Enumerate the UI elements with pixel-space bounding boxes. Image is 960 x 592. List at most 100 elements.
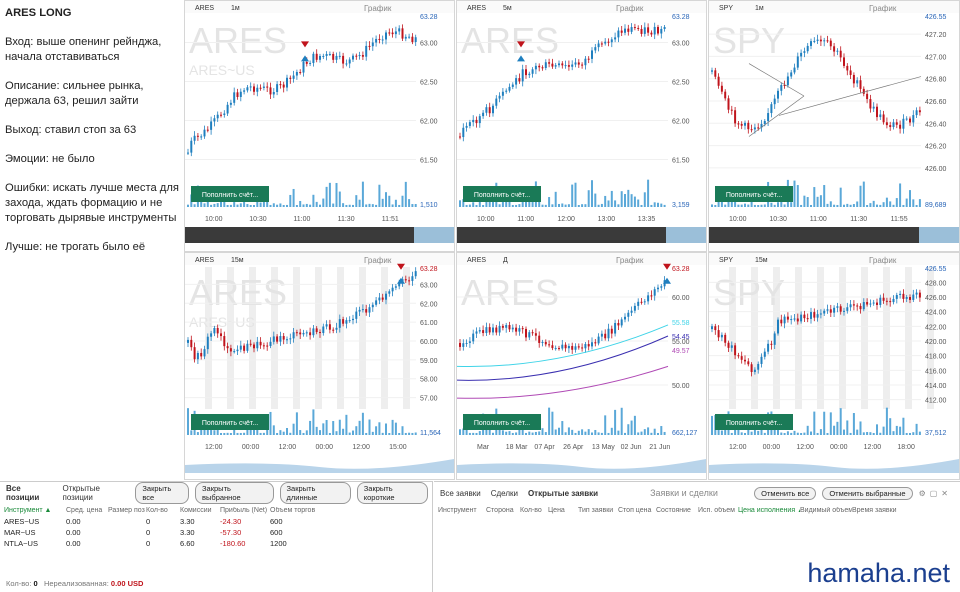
positions-column-header[interactable]: Размер поз bbox=[108, 506, 145, 514]
positions-column-header[interactable]: Сред. цена bbox=[66, 506, 103, 514]
chart-canvas[interactable]: SPY 15м График SPY 428.00 426.00 424.00 422.00 4… bbox=[709, 253, 959, 479]
candle-body bbox=[525, 328, 527, 338]
table-cell: 0 bbox=[146, 517, 151, 526]
positions-column-header[interactable]: Прибыль (Net) bbox=[220, 506, 268, 514]
candle-body bbox=[511, 327, 514, 330]
tab-all-positions[interactable]: Все позиции bbox=[6, 484, 40, 502]
volume-bar bbox=[753, 204, 756, 207]
chart-canvas[interactable]: ARES 15м ГрафикARESARES~US63.0062.0061.006… bbox=[185, 253, 454, 479]
volume-bar bbox=[352, 204, 354, 207]
deposit-button[interactable] bbox=[715, 186, 793, 202]
positions-column-header[interactable]: Объем торгов bbox=[270, 506, 316, 514]
candle-body bbox=[531, 332, 534, 334]
table-row[interactable]: NTLA~US 0.00 0 6.60 -180.60 1200 bbox=[0, 538, 432, 549]
close-short-button[interactable]: Закрыть короткие bbox=[356, 482, 428, 504]
volume-bar bbox=[819, 429, 822, 435]
orders-column-header[interactable]: Сторона bbox=[486, 506, 514, 514]
candle-body bbox=[711, 70, 713, 72]
close-all-button[interactable]: Закрыть все bbox=[135, 482, 190, 504]
candle-body bbox=[627, 28, 630, 32]
deposit-button[interactable] bbox=[463, 186, 541, 202]
candle-body bbox=[478, 116, 481, 124]
positions-column-header[interactable]: Инструмент ▲ bbox=[4, 506, 52, 514]
tab-open-positions[interactable]: Открытые позиции bbox=[62, 484, 100, 502]
navigator-window[interactable] bbox=[919, 227, 959, 243]
chart-ares-15m[interactable]: ARES 15м График ARES ARES~US 63.00 62.00 61.00 6… bbox=[184, 252, 455, 480]
cancel-all-button[interactable]: Отменить все bbox=[754, 486, 817, 500]
chart-ares-1m[interactable]: ARES 1м График ARES ARES~US 63.00 62.50 62.00 61… bbox=[184, 0, 455, 252]
volume-bar bbox=[213, 430, 216, 435]
chart-spy-1m[interactable]: SPY 1м График SPY 427.20 427.00 426.80 426.60 42… bbox=[708, 0, 960, 252]
chart-canvas[interactable]: ARES 1м ГрафикARESARES~US63.0062.5062.0061… bbox=[185, 1, 454, 251]
volume-bar bbox=[289, 194, 292, 207]
deposit-button[interactable] bbox=[715, 414, 793, 430]
volume-bar bbox=[501, 430, 504, 435]
candle-body bbox=[730, 345, 733, 348]
navigator-bar[interactable] bbox=[709, 227, 959, 243]
orders-column-header[interactable]: Время заявки bbox=[852, 506, 897, 514]
candle-body bbox=[843, 57, 845, 66]
candle-body bbox=[640, 301, 643, 303]
positions-column-header[interactable]: Кол-во bbox=[146, 506, 168, 514]
volume-value-label: 89,689 bbox=[925, 202, 947, 209]
candle-body bbox=[541, 341, 544, 343]
orders-column-header[interactable]: Инструмент bbox=[438, 506, 477, 514]
volume-bar bbox=[859, 421, 862, 435]
navigator-window[interactable] bbox=[414, 227, 454, 243]
candle-body bbox=[325, 324, 328, 327]
volume-bar bbox=[365, 432, 368, 435]
navigator-bar[interactable] bbox=[457, 227, 706, 243]
orders-column-header[interactable]: Кол-во bbox=[520, 506, 542, 514]
candle-body bbox=[485, 107, 488, 113]
close-long-button[interactable]: Закрыть длинные bbox=[279, 482, 351, 504]
chart-canvas[interactable]: SPY 1м График SPY 427.20 427.00 426.80 426.60 42… bbox=[709, 1, 959, 251]
panel-window-icons[interactable]: ⚙▢✕ bbox=[918, 488, 952, 498]
volume-bar bbox=[796, 185, 799, 207]
volume-bar bbox=[793, 430, 796, 435]
deposit-button[interactable] bbox=[191, 186, 269, 202]
table-row[interactable]: ARES~US 0.00 0 3.30 -24.30 600 bbox=[0, 516, 432, 527]
deposit-button[interactable] bbox=[191, 414, 269, 430]
candle-body bbox=[816, 314, 819, 318]
volume-bar bbox=[902, 204, 905, 207]
deposit-button[interactable] bbox=[463, 414, 541, 430]
candle-body bbox=[368, 45, 371, 47]
candle-body bbox=[600, 43, 603, 45]
orders-column-header[interactable]: Тип заявки bbox=[578, 506, 614, 514]
tab-open-orders[interactable]: Открытые заявки bbox=[527, 488, 599, 498]
positions-toolbar: Все позиции Открытые позиции Закрыть все… bbox=[0, 482, 432, 504]
candle-body bbox=[518, 78, 521, 82]
ma-value-label: 54.45 bbox=[672, 334, 690, 341]
volume-bar bbox=[816, 196, 819, 207]
navigator-bar[interactable] bbox=[185, 227, 454, 243]
cancel-selected-button[interactable]: Отменить выбранные bbox=[822, 486, 913, 500]
orders-column-header[interactable]: Исп. объем bbox=[698, 506, 735, 514]
navigator-area bbox=[457, 459, 706, 473]
positions-column-header[interactable]: Комиссии bbox=[180, 506, 212, 514]
candle-body bbox=[391, 32, 394, 35]
table-row[interactable]: MAR~US 0.00 0 3.30 -57.30 600 bbox=[0, 527, 432, 538]
buy-marker-icon bbox=[301, 55, 309, 62]
volume-bar bbox=[905, 198, 908, 207]
volume-bar bbox=[398, 204, 401, 207]
orders-column-header[interactable]: Состояние bbox=[656, 506, 691, 514]
volume-bar bbox=[210, 204, 213, 207]
orders-column-header[interactable]: Цена bbox=[548, 506, 565, 514]
orders-column-header[interactable]: Стоп цена bbox=[618, 506, 652, 514]
candle-body bbox=[643, 301, 646, 303]
orders-column-header[interactable]: Цена исполнения ▲ bbox=[738, 506, 800, 514]
navigator-window[interactable] bbox=[666, 227, 706, 243]
chart-canvas[interactable]: ARES Д График ARES 60.00 55.00 50.00 63.28 55.58… bbox=[457, 253, 706, 479]
tab-trades[interactable]: Сделки bbox=[490, 488, 518, 498]
candle-body bbox=[398, 28, 401, 32]
chart-ares-5m[interactable]: ARES 5м График ARES 63.00 62.50 62.00 61.50 63.2… bbox=[456, 0, 707, 252]
candle-body bbox=[647, 295, 650, 302]
chart-spy-15m[interactable]: SPY 15м График SPY 428.00 426.00 424.00 422.00 4… bbox=[708, 252, 960, 480]
candle-body bbox=[358, 309, 361, 312]
orders-column-header[interactable]: Видимый объем bbox=[800, 506, 852, 514]
chart-ares-daily[interactable]: ARES Д График ARES 60.00 55.00 50.00 63.28 55.58… bbox=[456, 252, 707, 480]
tab-all-orders[interactable]: Все заявки bbox=[440, 488, 481, 498]
chart-canvas[interactable]: ARES 5м График ARES 63.00 62.50 62.00 61.50 63.2… bbox=[457, 1, 706, 251]
last-price-label: 63.28 bbox=[672, 266, 690, 273]
close-selected-button[interactable]: Закрыть выбранное bbox=[195, 482, 274, 504]
